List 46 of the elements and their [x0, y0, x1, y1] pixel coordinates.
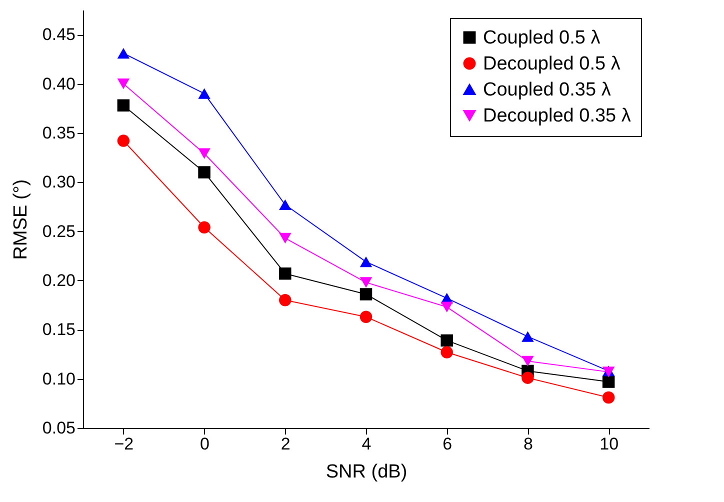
point — [602, 376, 615, 388]
point — [522, 331, 534, 342]
point — [522, 372, 534, 384]
y-tick-label: 0.25 — [42, 222, 76, 241]
legend-label: Decoupled 0.5 λ — [483, 54, 621, 74]
point — [602, 391, 615, 404]
y-tick-label: 0.10 — [42, 369, 76, 388]
point — [279, 294, 292, 306]
x-tick-label: 6 — [442, 434, 452, 454]
point — [117, 134, 130, 147]
y-axis-title: RMSE (°) — [10, 179, 32, 260]
x-tick-label: 2 — [280, 434, 290, 454]
point — [198, 166, 210, 178]
point — [117, 48, 130, 59]
point — [117, 78, 130, 90]
point — [522, 356, 534, 366]
point — [360, 256, 372, 268]
y-tick-label: 0.40 — [42, 74, 76, 94]
point — [440, 302, 453, 312]
y-tick-label: 0.20 — [42, 270, 76, 290]
point — [279, 199, 292, 210]
point — [360, 277, 372, 288]
x-tick-label: 4 — [362, 434, 372, 454]
legend-label: Coupled 0.35 λ — [483, 80, 612, 100]
x-tick-label: −2 — [114, 434, 134, 454]
point — [279, 267, 292, 280]
legend-label: Decoupled 0.35 λ — [483, 106, 632, 126]
y-tick-label: 0.45 — [42, 25, 76, 44]
y-tick-label: 0.35 — [42, 123, 76, 142]
y-tick-label: 0.30 — [42, 172, 76, 192]
point — [198, 221, 210, 234]
point — [198, 148, 210, 159]
point — [117, 99, 130, 112]
point — [360, 288, 372, 300]
y-tick-label: 0.05 — [42, 418, 76, 438]
point — [440, 346, 453, 358]
x-tick-label: 10 — [600, 434, 619, 454]
y-tick-label: 0.15 — [42, 320, 76, 340]
x-tick-label: 0 — [200, 434, 210, 454]
x-tick-label: 8 — [523, 434, 533, 454]
legend-label: Coupled 0.5 λ — [483, 28, 601, 48]
point — [279, 232, 292, 244]
point — [440, 334, 453, 347]
point — [360, 310, 372, 323]
point — [198, 88, 210, 99]
x-axis-title: SNR (dB) — [326, 462, 408, 482]
